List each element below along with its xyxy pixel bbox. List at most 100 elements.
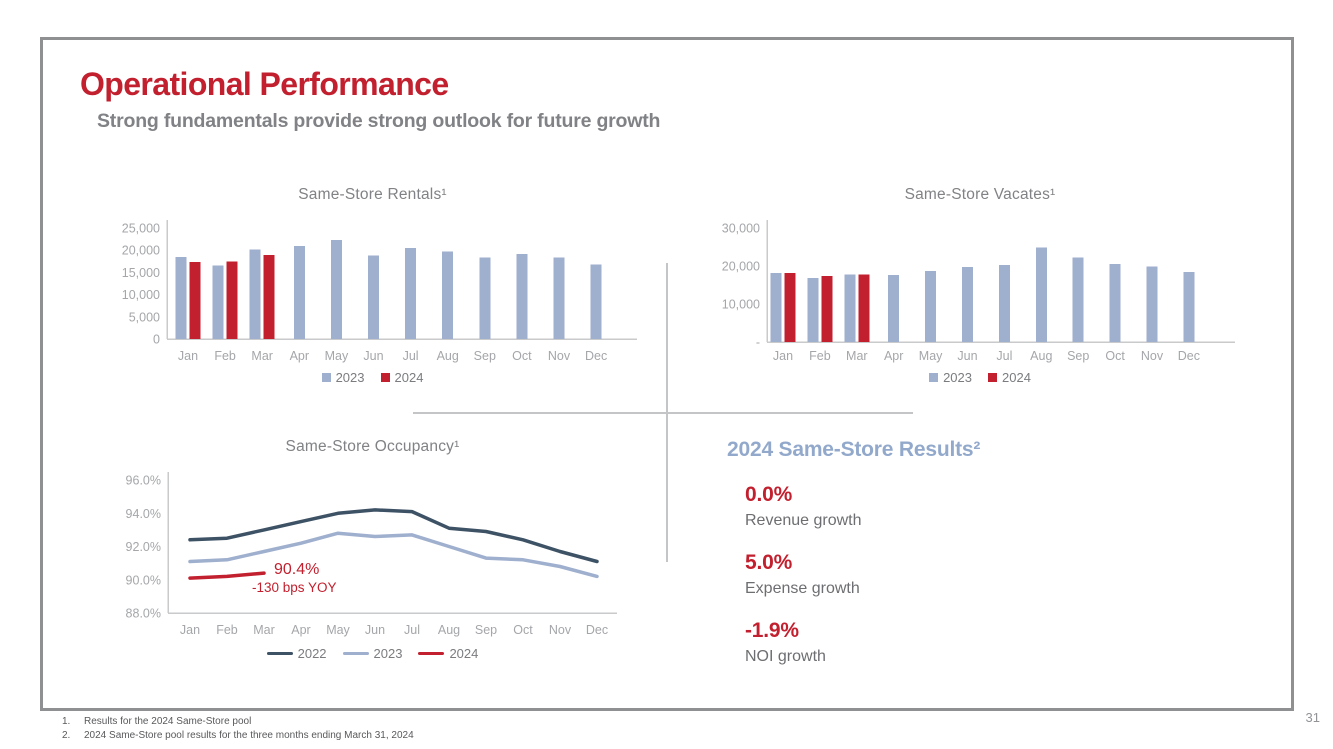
legend-label-2023: 2023	[943, 370, 972, 385]
page-number: 31	[1305, 710, 1320, 725]
month-label: Jan	[178, 349, 198, 363]
month-label: May	[919, 349, 943, 363]
month-label: May	[326, 623, 350, 637]
slide-frame: Operational Performance Strong fundament…	[40, 37, 1294, 711]
month-label: Sep	[1067, 349, 1089, 363]
month-label: Aug	[437, 349, 459, 363]
month-label: May	[325, 349, 349, 363]
footnote-text: 2024 Same-Store pool results for the thr…	[84, 730, 414, 741]
month-label: Aug	[1030, 349, 1052, 363]
legend-swatch-2023	[342, 651, 369, 656]
legend-swatch-2024	[380, 373, 390, 382]
y-tick-label: 15,000	[122, 266, 160, 280]
legend-item-2024: 2024	[988, 370, 1031, 385]
slide-subtitle: Strong fundamentals provide strong outlo…	[97, 110, 661, 132]
legend-swatch-2024	[418, 651, 445, 656]
legend-label-2023: 2023	[373, 646, 403, 661]
bar-2023-Nov	[553, 257, 565, 339]
month-label: Jan	[773, 349, 793, 363]
vacates-bar-chart: - 10,000 20,000 30,000 Jan Feb Mar Apr May Jun Jul…	[722, 220, 1235, 363]
month-label: Oct	[1105, 349, 1125, 363]
bar-2024-Feb	[821, 275, 833, 342]
month-label: Oct	[512, 349, 532, 363]
footnote-1: 1. Results for the 2024 Same-Store pool	[62, 715, 414, 729]
stat-revenue-growth: 0.0% Revenue growth	[745, 483, 1167, 531]
bar-2024-Jan	[189, 262, 201, 339]
bar-2023-Dec	[590, 264, 602, 339]
bar-2024-Mar	[858, 274, 870, 342]
legend-swatch-2023	[321, 373, 331, 382]
month-label: Jan	[180, 623, 200, 637]
footnote-2: 2. 2024 Same-Store pool results for the …	[62, 729, 414, 743]
series-line-2024	[188, 571, 266, 580]
month-label: Jul	[996, 349, 1012, 363]
legend-item-2023: 2023	[321, 370, 365, 385]
bar-2023-Mar	[844, 274, 856, 342]
month-label: Apr	[290, 349, 309, 363]
chart-title-rentals: Same-Store Rentals¹	[298, 186, 447, 203]
bar-2023-Mar	[249, 249, 261, 339]
results-stats: 0.0% Revenue growth 5.0% Expense growth …	[745, 483, 1167, 667]
footnote-number: 1.	[62, 716, 71, 727]
vacates-legend: 2023 2024	[695, 370, 1265, 385]
legend-item-2023: 2023	[929, 370, 972, 385]
month-label: Jun	[363, 349, 383, 363]
bar-2023-Aug	[1035, 247, 1047, 342]
legend-item-2024: 2024	[380, 370, 423, 385]
bar-2023-Oct	[1109, 264, 1121, 342]
footnote-number: 2.	[62, 730, 71, 741]
y-tick-label: 94.0%	[126, 507, 161, 521]
bar-2023-Aug	[442, 251, 454, 339]
occupancy-line-chart: 88.0% 90.0% 92.0% 94.0% 96.0% Jan Feb Mar Apr May…	[126, 472, 617, 637]
month-label: Jun	[957, 349, 977, 363]
y-tick-label: 20,000	[722, 260, 760, 274]
chart-title-vacates: Same-Store Vacates¹	[904, 186, 1056, 203]
bar-2023-Jun	[962, 267, 973, 342]
y-tick-label: 96.0%	[126, 474, 161, 488]
y-tick-label: 90.0%	[126, 573, 161, 587]
y-tick-label: 0	[153, 333, 160, 347]
month-label: Dec	[585, 349, 607, 363]
month-label: Feb	[214, 349, 236, 363]
chart-title-occupancy: Same-Store Occupancy¹	[285, 438, 460, 455]
month-label: Sep	[474, 349, 496, 363]
y-tick-label: 25,000	[122, 222, 160, 236]
month-label: Oct	[513, 623, 533, 637]
legend-swatch-2022	[266, 651, 293, 656]
slide-header: Operational Performance Strong fundament…	[80, 66, 660, 133]
month-label: Mar	[251, 349, 273, 363]
y-tick-label: 5,000	[129, 310, 160, 324]
stat-noi-growth: -1.9% NOI growth	[745, 619, 1167, 667]
bar-2023-Apr	[293, 246, 305, 339]
legend-label-2023: 2023	[335, 370, 365, 385]
month-label: Dec	[586, 623, 608, 637]
y-tick-label: 88.0%	[126, 607, 161, 621]
legend-item-2022: 2022	[266, 646, 327, 661]
bar-2023-Sep	[1072, 257, 1084, 342]
rentals-legend: 2023 2024	[100, 370, 645, 385]
bar-2023-Feb	[807, 278, 819, 342]
chart-same-store-rentals: Same-Store Rentals¹ 0 5,000 10,000 15,000 20…	[100, 186, 645, 385]
bar-2023-Sep	[479, 257, 491, 339]
series-line-2022	[188, 508, 599, 564]
month-label: Nov	[549, 623, 572, 637]
bar-2023-Jan	[770, 272, 782, 342]
stat-label: NOI growth	[745, 648, 826, 665]
stat-value: -1.9%	[745, 619, 799, 642]
rentals-bar-chart: 0 5,000 10,000 15,000 20,000 25,000 Jan Feb Mar A…	[122, 220, 637, 363]
legend-swatch-2024	[988, 373, 997, 382]
bar-2024-Feb	[226, 261, 238, 339]
bar-2023-May	[925, 270, 937, 342]
legend-label-2022: 2022	[297, 646, 327, 661]
month-label: Mar	[846, 349, 868, 363]
month-label: Jun	[365, 623, 385, 637]
bar-2023-Apr	[888, 275, 900, 342]
month-label: Jul	[404, 623, 420, 637]
stat-label: Expense growth	[745, 580, 860, 597]
bar-2024-Mar	[263, 255, 275, 339]
series-line-2023	[188, 531, 599, 579]
legend-swatch-2023	[929, 373, 939, 382]
month-label: Nov	[548, 349, 571, 363]
legend-item-2023: 2023	[342, 646, 403, 661]
